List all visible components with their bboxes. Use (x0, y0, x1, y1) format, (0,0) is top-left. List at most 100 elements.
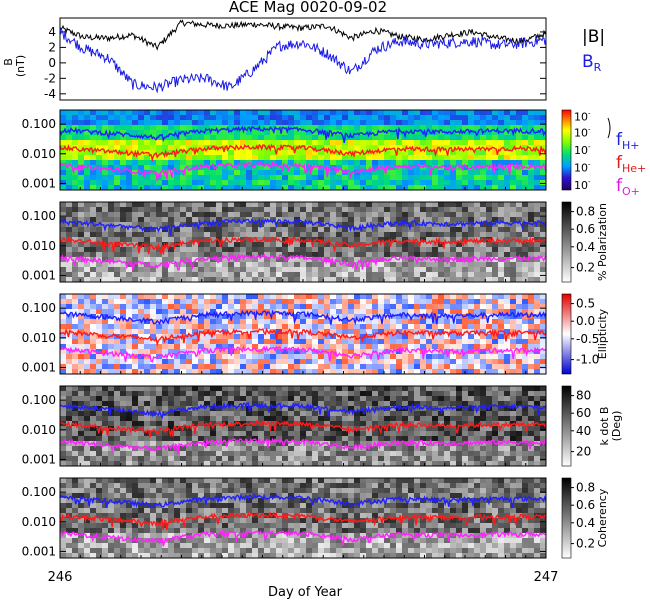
heatmap-cell (204, 426, 211, 432)
heatmap-cell (504, 277, 511, 283)
heatmap-cell (210, 165, 217, 171)
heatmap-cell (480, 309, 487, 315)
heatmap-cell (492, 369, 499, 375)
heatmap-cell (168, 140, 175, 146)
heatmap-cell (84, 272, 91, 278)
heatmap-cell (168, 369, 175, 375)
heatmap-cell (462, 170, 469, 176)
heatmap-cell (408, 314, 415, 320)
heatmap-cell (408, 135, 415, 141)
heatmap-cell (306, 110, 313, 116)
heatmap-cell (270, 232, 277, 238)
heatmap-cell (240, 237, 247, 243)
heatmap-cell (276, 461, 283, 467)
heatmap-cell (366, 431, 373, 437)
heatmap-cell (240, 180, 247, 186)
heatmap-cell (330, 461, 337, 467)
heatmap-cell (342, 155, 349, 161)
heatmap-cell (360, 180, 367, 186)
heatmap-cell (102, 319, 109, 325)
heatmap-cell (348, 185, 355, 191)
heatmap-cell (96, 277, 103, 283)
heatmap-cell (474, 354, 481, 360)
heatmap-cell (210, 319, 217, 325)
heatmap-cell (330, 426, 337, 432)
heatmap-cell (138, 217, 145, 223)
heatmap-cell (306, 252, 313, 258)
heatmap-cell (384, 120, 391, 126)
heatmap-cell (138, 329, 145, 335)
heatmap-cell (84, 130, 91, 136)
heatmap-cell (390, 160, 397, 166)
heatmap-cell (126, 436, 133, 442)
heatmap-cell (390, 277, 397, 283)
heatmap-cell (138, 125, 145, 131)
heatmap-cell (348, 115, 355, 121)
heatmap-cell (372, 461, 379, 467)
heatmap-cell (282, 349, 289, 355)
heatmap-cell (534, 299, 541, 305)
heatmap-cell (90, 180, 97, 186)
heatmap-cell (240, 207, 247, 213)
heatmap-cell (456, 329, 463, 335)
heatmap-cell (198, 252, 205, 258)
heatmap-cell (378, 456, 385, 462)
heatmap-cell (228, 140, 235, 146)
heatmap-cell (342, 386, 349, 392)
heatmap-cell (384, 324, 391, 330)
heatmap-cell (300, 130, 307, 136)
heatmap-cell (354, 436, 361, 442)
heatmap-cell (414, 314, 421, 320)
heatmap-cell (186, 391, 193, 397)
heatmap-cell (84, 436, 91, 442)
heatmap-cell (402, 309, 409, 315)
heatmap-cell (150, 180, 157, 186)
heatmap-cell (354, 396, 361, 402)
heatmap-cell (246, 120, 253, 126)
heatmap-cell (318, 237, 325, 243)
heatmap-cell (102, 451, 109, 457)
heatmap-cell (366, 125, 373, 131)
heatmap-cell (276, 456, 283, 462)
heatmap-cell (480, 252, 487, 258)
heatmap-cell (384, 344, 391, 350)
heatmap-cell (486, 247, 493, 253)
heatmap-cell (396, 272, 403, 278)
heatmap-cell (498, 217, 505, 223)
heatmap-cell (270, 451, 277, 457)
heatmap-cell (174, 272, 181, 278)
heatmap-cell (468, 364, 475, 370)
heatmap-cell (378, 416, 385, 422)
heatmap-cell (336, 304, 343, 310)
heatmap-cell (108, 411, 115, 417)
heatmap-cell (474, 364, 481, 370)
heatmap-cell (540, 267, 547, 273)
heatmap-cell (180, 277, 187, 283)
heatmap-cell (402, 140, 409, 146)
heatmap-cell (276, 294, 283, 300)
heatmap-cell (426, 252, 433, 258)
heatmap-cell (156, 359, 163, 365)
heatmap-cell (174, 170, 181, 176)
heatmap-cell (318, 451, 325, 457)
heatmap-cell (348, 155, 355, 161)
heatmap-cell (174, 329, 181, 335)
heatmap-cell (420, 364, 427, 370)
heatmap-cell (354, 339, 361, 345)
heatmap-cell (438, 130, 445, 136)
heatmap-cell (336, 180, 343, 186)
heatmap-cell (378, 180, 385, 186)
heatmap-cell (282, 324, 289, 330)
heatmap-cell (84, 401, 91, 407)
heatmap-cell (162, 421, 169, 427)
heatmap-cell (534, 319, 541, 325)
heatmap-cell (102, 155, 109, 161)
heatmap-cell (324, 344, 331, 350)
heatmap-cell (414, 267, 421, 273)
heatmap-cell (468, 277, 475, 283)
heatmap-cell (402, 436, 409, 442)
heatmap-cell (420, 314, 427, 320)
heatmap-cell (498, 232, 505, 238)
heatmap-cell (336, 267, 343, 273)
heatmap-cell (114, 354, 121, 360)
